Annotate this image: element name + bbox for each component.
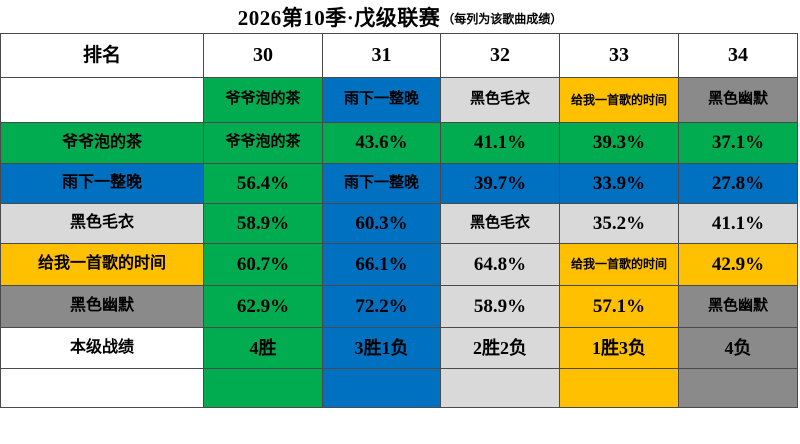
matrix-cell: 60.7% xyxy=(204,244,322,285)
column-song-cell: 黑色毛衣 xyxy=(441,78,559,122)
matrix-cell: 33.9% xyxy=(560,164,678,203)
matrix-cell: 39.3% xyxy=(560,123,678,163)
header-rank-30: 30 xyxy=(204,34,322,77)
page-title: 2026第10季·戊级联赛 （每列为该歌曲成绩） xyxy=(0,0,800,33)
title-note: （每列为该歌曲成绩） xyxy=(442,12,563,26)
matrix-cell: 41.1% xyxy=(679,204,797,243)
result-cell: 4胜 xyxy=(204,328,322,368)
header-rank-label: 排名 xyxy=(1,34,203,77)
header-rank-32: 32 xyxy=(441,34,559,77)
empty-cell xyxy=(679,369,797,407)
empty-cell xyxy=(560,369,678,407)
matrix-cell: 41.1% xyxy=(441,123,559,163)
matrix-cell: 66.1% xyxy=(323,244,440,285)
row-label-cell: 雨下一整晚 xyxy=(1,164,203,203)
row-label-cell: 黑色幽默 xyxy=(1,286,203,327)
result-cell: 4负 xyxy=(679,328,797,368)
column-song-cell: 爷爷泡的茶 xyxy=(204,78,322,122)
matrix-cell: 72.2% xyxy=(323,286,440,327)
row-label-cell xyxy=(1,78,203,122)
column-song-cell: 黑色幽默 xyxy=(679,78,797,122)
league-results-table: 排名 30 31 32 33 34 爷爷泡的茶 雨下一整晚 黑色毛衣 给我一首歌… xyxy=(0,33,798,408)
empty-cell xyxy=(204,369,322,407)
title-main: 2026第10季·戊级联赛 xyxy=(237,5,441,30)
row-label-cell: 给我一首歌的时间 xyxy=(1,244,203,285)
row-label-cell: 爷爷泡的茶 xyxy=(1,123,203,163)
matrix-cell: 39.7% xyxy=(441,164,559,203)
diagonal-song-cell: 黑色毛衣 xyxy=(441,204,559,243)
result-cell: 3胜1负 xyxy=(323,328,440,368)
result-cell: 2胜2负 xyxy=(441,328,559,368)
column-song-cell: 给我一首歌的时间 xyxy=(560,78,678,122)
header-rank-31: 31 xyxy=(323,34,440,77)
matrix-cell: 37.1% xyxy=(679,123,797,163)
matrix-cell: 42.9% xyxy=(679,244,797,285)
header-rank-34: 34 xyxy=(679,34,797,77)
matrix-cell: 35.2% xyxy=(560,204,678,243)
column-song-cell: 雨下一整晚 xyxy=(323,78,440,122)
row-label-cell: 黑色毛衣 xyxy=(1,204,203,243)
empty-cell xyxy=(323,369,440,407)
matrix-cell: 60.3% xyxy=(323,204,440,243)
matrix-cell: 56.4% xyxy=(204,164,322,203)
result-cell: 1胜3负 xyxy=(560,328,678,368)
matrix-cell: 58.9% xyxy=(441,286,559,327)
diagonal-song-cell: 雨下一整晚 xyxy=(323,164,440,203)
empty-cell xyxy=(1,369,203,407)
row-label-cell: 本级战绩 xyxy=(1,328,203,368)
diagonal-song-cell: 给我一首歌的时间 xyxy=(560,244,678,285)
matrix-cell: 27.8% xyxy=(679,164,797,203)
matrix-cell: 43.6% xyxy=(323,123,440,163)
matrix-cell: 57.1% xyxy=(560,286,678,327)
diagonal-song-cell: 爷爷泡的茶 xyxy=(204,123,322,163)
matrix-cell: 64.8% xyxy=(441,244,559,285)
matrix-cell: 62.9% xyxy=(204,286,322,327)
matrix-cell: 58.9% xyxy=(204,204,322,243)
empty-cell xyxy=(441,369,559,407)
header-rank-33: 33 xyxy=(560,34,678,77)
diagonal-song-cell: 黑色幽默 xyxy=(679,286,797,327)
